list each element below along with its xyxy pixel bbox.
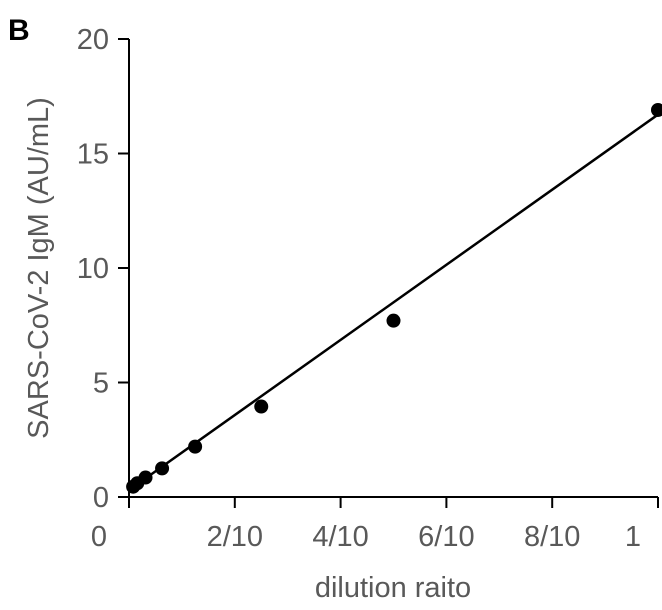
data-point — [155, 461, 170, 476]
y-tick-label: 5 — [93, 368, 109, 400]
data-point — [651, 102, 662, 117]
x-tick-label: 6/10 — [418, 521, 474, 553]
x-axis-label: dilution raito — [315, 572, 471, 604]
data-point — [386, 313, 401, 328]
trend-line — [128, 113, 659, 492]
x-tick-label: 2/10 — [207, 521, 263, 553]
data-point — [254, 399, 269, 414]
x-tick-label: 8/10 — [524, 521, 580, 553]
data-point — [138, 470, 153, 485]
y-tick-label: 10 — [77, 253, 109, 285]
x-tick-label: 4/10 — [312, 521, 368, 553]
y-tick-label: 15 — [77, 139, 109, 171]
x-tick-label: 0 — [91, 521, 107, 553]
y-tick-label: 0 — [93, 482, 109, 514]
y-axis-label: SARS-CoV-2 IgM (AU/mL) — [23, 97, 55, 439]
data-point — [188, 439, 203, 454]
panel-label: B — [8, 14, 30, 47]
y-tick-label: 20 — [77, 24, 109, 56]
x-tick-label: 1 — [625, 521, 641, 553]
